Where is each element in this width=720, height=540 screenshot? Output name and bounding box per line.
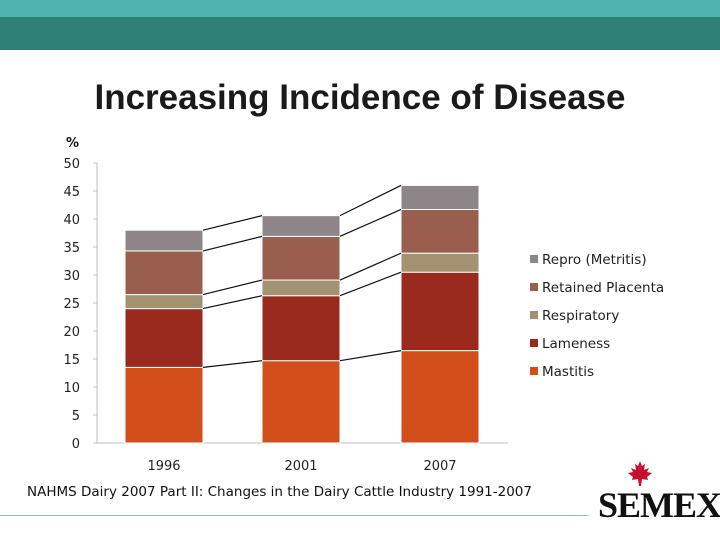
y-tick-label: 20 — [63, 325, 80, 340]
series-connector-line — [202, 235, 263, 252]
legend-swatch — [530, 367, 538, 375]
legend-swatch — [530, 339, 538, 347]
footer-divider — [0, 515, 588, 516]
bar-segment-retained-placenta — [124, 250, 204, 296]
x-tick-label: 1996 — [147, 459, 180, 474]
y-tick-label: 15 — [63, 353, 80, 368]
y-tick-label: 35 — [63, 241, 80, 256]
logo-wordmark: SEMEX® — [598, 484, 720, 523]
bar-segment-respiratory — [400, 252, 480, 273]
bar-segment-repro-metritis — [124, 229, 204, 252]
legend-label: Lameness — [542, 336, 610, 352]
legend-swatch — [530, 311, 538, 319]
series-connector-line — [339, 252, 402, 281]
bar-segment-lameness — [124, 308, 204, 368]
y-tick-label: 10 — [63, 381, 80, 396]
bar-segment-repro-metritis — [261, 215, 341, 237]
series-connector-line — [339, 184, 402, 217]
legend-swatch — [530, 283, 538, 291]
y-tick-label: 30 — [63, 269, 80, 284]
legend-label: Mastitis — [542, 364, 594, 380]
bar-segment-repro-metritis — [400, 184, 480, 210]
y-tick-label: 5 — [72, 409, 80, 424]
legend-label: Repro (Metritis) — [542, 252, 647, 268]
source-footnote: NAHMS Dairy 2007 Part II: Changes in the… — [27, 484, 532, 500]
x-tick-label: 2007 — [423, 459, 456, 474]
bar-segment-mastitis — [124, 366, 204, 444]
series-connector-line — [202, 360, 263, 368]
series-connector-line — [339, 208, 402, 237]
bar-segment-respiratory — [261, 279, 341, 297]
y-tick-label: 40 — [63, 213, 80, 228]
maple-leaf-icon — [628, 461, 652, 486]
bar-segment-respiratory — [124, 294, 204, 310]
series-connector-line — [339, 350, 402, 362]
y-tick-label: 25 — [63, 297, 80, 312]
header-band-light — [0, 0, 720, 17]
series-connector-line — [202, 279, 263, 296]
x-tick-label: 2001 — [284, 459, 317, 474]
logo-text: SEMEX — [598, 485, 720, 525]
series-connector-line — [202, 215, 263, 231]
page-title: Increasing Incidence of Disease — [94, 78, 626, 117]
bar-segment-mastitis — [400, 350, 480, 444]
series-connector-line — [202, 295, 263, 310]
header-band-dark — [0, 17, 720, 50]
semex-logo: SEMEX® — [598, 460, 720, 523]
bar-segment-retained-placenta — [400, 208, 480, 254]
legend-label: Respiratory — [542, 308, 619, 324]
y-tick-label: 0 — [72, 437, 80, 452]
series-connector-line — [339, 271, 402, 297]
legend-swatch — [530, 255, 538, 263]
bar-segment-mastitis — [261, 360, 341, 444]
y-tick-label: 45 — [63, 185, 80, 200]
y-axis-label: % — [66, 136, 79, 151]
legend-label: Retained Placenta — [542, 280, 664, 296]
bar-segment-retained-placenta — [261, 235, 341, 281]
bar-segment-lameness — [400, 271, 480, 352]
bar-segment-lameness — [261, 295, 341, 362]
y-tick-label: 50 — [63, 157, 80, 172]
